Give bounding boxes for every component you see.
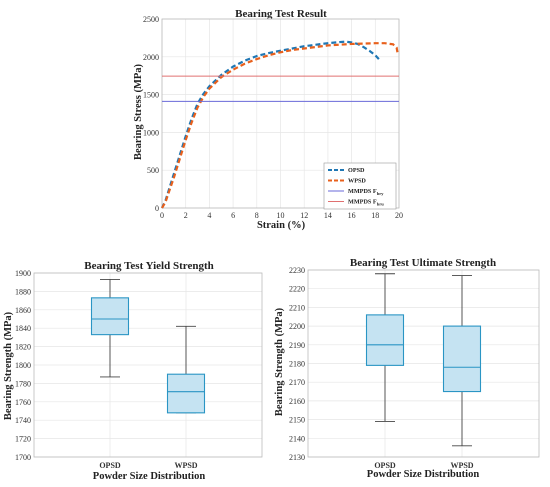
legend-label-text: WPSD — [348, 178, 366, 185]
x-tick-label: 6 — [231, 211, 235, 220]
y-tick-label: 1860 — [15, 306, 31, 315]
box-iqr — [166, 373, 206, 414]
x-tick-label: 2 — [184, 211, 188, 220]
y-tick-label: 2140 — [289, 434, 305, 443]
x-axis-label: Strain (%) — [257, 220, 306, 231]
y-tick-label: 2210 — [289, 303, 305, 312]
x-axis-label: Powder Size Distribution — [367, 469, 480, 480]
y-tick-label: 1740 — [15, 416, 31, 425]
legend-label-text: MMPDS F — [348, 199, 377, 206]
y-tick-label: 2160 — [289, 397, 305, 406]
legend-label-subscript: bry — [377, 191, 385, 196]
category-label: OPSD — [374, 461, 396, 470]
series-line-2 — [161, 42, 399, 209]
x-axis-label: Powder Size Distribution — [93, 471, 206, 482]
legend-label-subscript: bru — [377, 202, 385, 207]
x-tick-label: 12 — [300, 211, 308, 220]
y-tick-label: 2150 — [289, 416, 305, 425]
plot-frame — [33, 272, 263, 458]
y-tick-label: 1500 — [143, 91, 159, 100]
y-tick-label: 1760 — [15, 398, 31, 407]
y-tick-label: 1820 — [15, 343, 31, 352]
x-tick-label: 4 — [207, 211, 211, 220]
x-tick-label: 10 — [277, 211, 285, 220]
x-tick-label: 14 — [324, 211, 332, 220]
y-tick-label: 500 — [147, 166, 159, 175]
category-label: WPSD — [174, 461, 197, 470]
ultimate-strength-boxplot: Bearing Test Ultimate Strength Powder Si… — [274, 257, 540, 480]
x-tick-label: 16 — [348, 211, 356, 220]
y-tick-label: 0 — [155, 204, 159, 213]
y-tick-label: 1800 — [15, 361, 31, 370]
legend-label-4: MMPDS Fbru — [348, 199, 384, 207]
legend-label-1: OPSD — [348, 167, 365, 174]
plot-frame — [307, 269, 540, 458]
y-tick-label: 2200 — [289, 322, 305, 331]
legend-label-text: OPSD — [348, 167, 365, 174]
y-tick-label: 2180 — [289, 360, 305, 369]
legend-label-3: MMPDS Fbry — [348, 188, 384, 196]
y-tick-label: 2500 — [143, 15, 159, 24]
category-label: OPSD — [99, 461, 121, 470]
y-tick-label: 2220 — [289, 285, 305, 294]
box-iqr — [442, 325, 482, 393]
series-line-1 — [161, 40, 380, 209]
bearing-test-result-chart: Bearing Test Result Strain (%) Bearing S… — [133, 8, 403, 231]
chart-title: Bearing Test Ultimate Strength — [350, 257, 496, 269]
y-tick-label: 2000 — [143, 53, 159, 62]
y-tick-label: 2190 — [289, 341, 305, 350]
y-tick-label: 1880 — [15, 287, 31, 296]
legend-label-2: WPSD — [348, 178, 366, 185]
category-label: WPSD — [450, 461, 473, 470]
x-tick-label: 20 — [395, 211, 403, 220]
y-tick-label: 1000 — [143, 128, 159, 137]
chart-title: Bearing Test Yield Strength — [84, 260, 213, 272]
x-tick-label: 8 — [255, 211, 259, 220]
yield-strength-boxplot: Bearing Test Yield Strength Powder Size … — [3, 260, 263, 482]
legend-label-text: MMPDS F — [348, 188, 377, 195]
y-axis-label: Bearing Strength (MPa) — [3, 311, 14, 420]
x-tick-label: 18 — [371, 211, 379, 220]
y-tick-label: 2170 — [289, 378, 305, 387]
y-tick-label: 1720 — [15, 435, 31, 444]
y-tick-label: 1700 — [15, 453, 31, 462]
y-tick-label: 1780 — [15, 379, 31, 388]
y-tick-label: 1900 — [15, 269, 31, 278]
y-tick-label: 2130 — [289, 453, 305, 462]
x-tick-label: 0 — [160, 211, 164, 220]
y-axis-label: Bearing Strength (MPa) — [274, 307, 285, 416]
chart-title: Bearing Test Result — [235, 8, 327, 20]
y-tick-label: 1840 — [15, 324, 31, 333]
plot-frame — [161, 18, 400, 209]
box-iqr — [365, 314, 405, 366]
box-iqr — [90, 297, 130, 336]
y-tick-label: 2230 — [289, 266, 305, 275]
y-axis-label: Bearing Stress (MPa) — [133, 63, 144, 160]
